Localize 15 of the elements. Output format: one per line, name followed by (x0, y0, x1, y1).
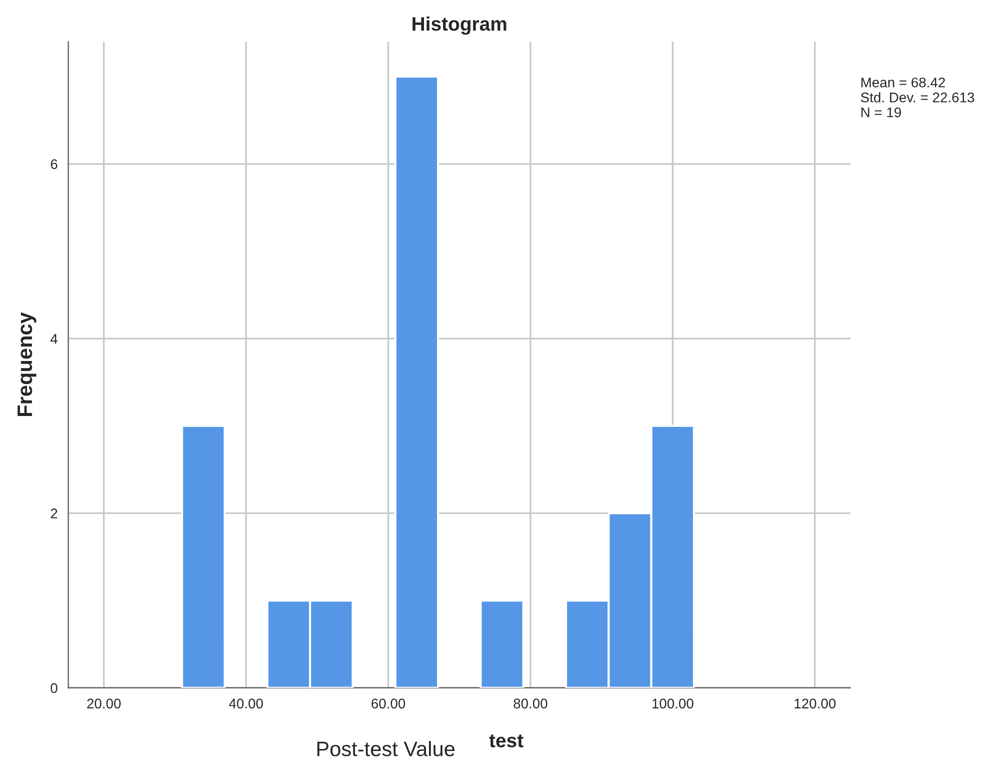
chart-title: Histogram (412, 16, 506, 35)
x-tick-label: 60.00 (372, 698, 406, 708)
y-tick-label: 6 (50, 159, 58, 170)
y-axis-title: Frequency (18, 312, 36, 416)
x-tick-label: 20.00 (87, 698, 121, 708)
text: Mean = 68.42 Std. Dev. = 22.613 N = 19 (860, 78, 974, 118)
y-tick-label: 2 (50, 508, 58, 518)
text: Post-test Value (317, 741, 454, 756)
x-tick-label: 80.00 (514, 698, 548, 708)
x-tick-label: 100.00 (652, 698, 694, 708)
x-tick-label: 40.00 (229, 698, 263, 708)
y-tick-label: 0 (50, 683, 58, 694)
x-axis-title: test (489, 734, 524, 748)
y-tick-label: 4 (50, 334, 58, 344)
x-tick-label: 120.00 (794, 698, 836, 708)
